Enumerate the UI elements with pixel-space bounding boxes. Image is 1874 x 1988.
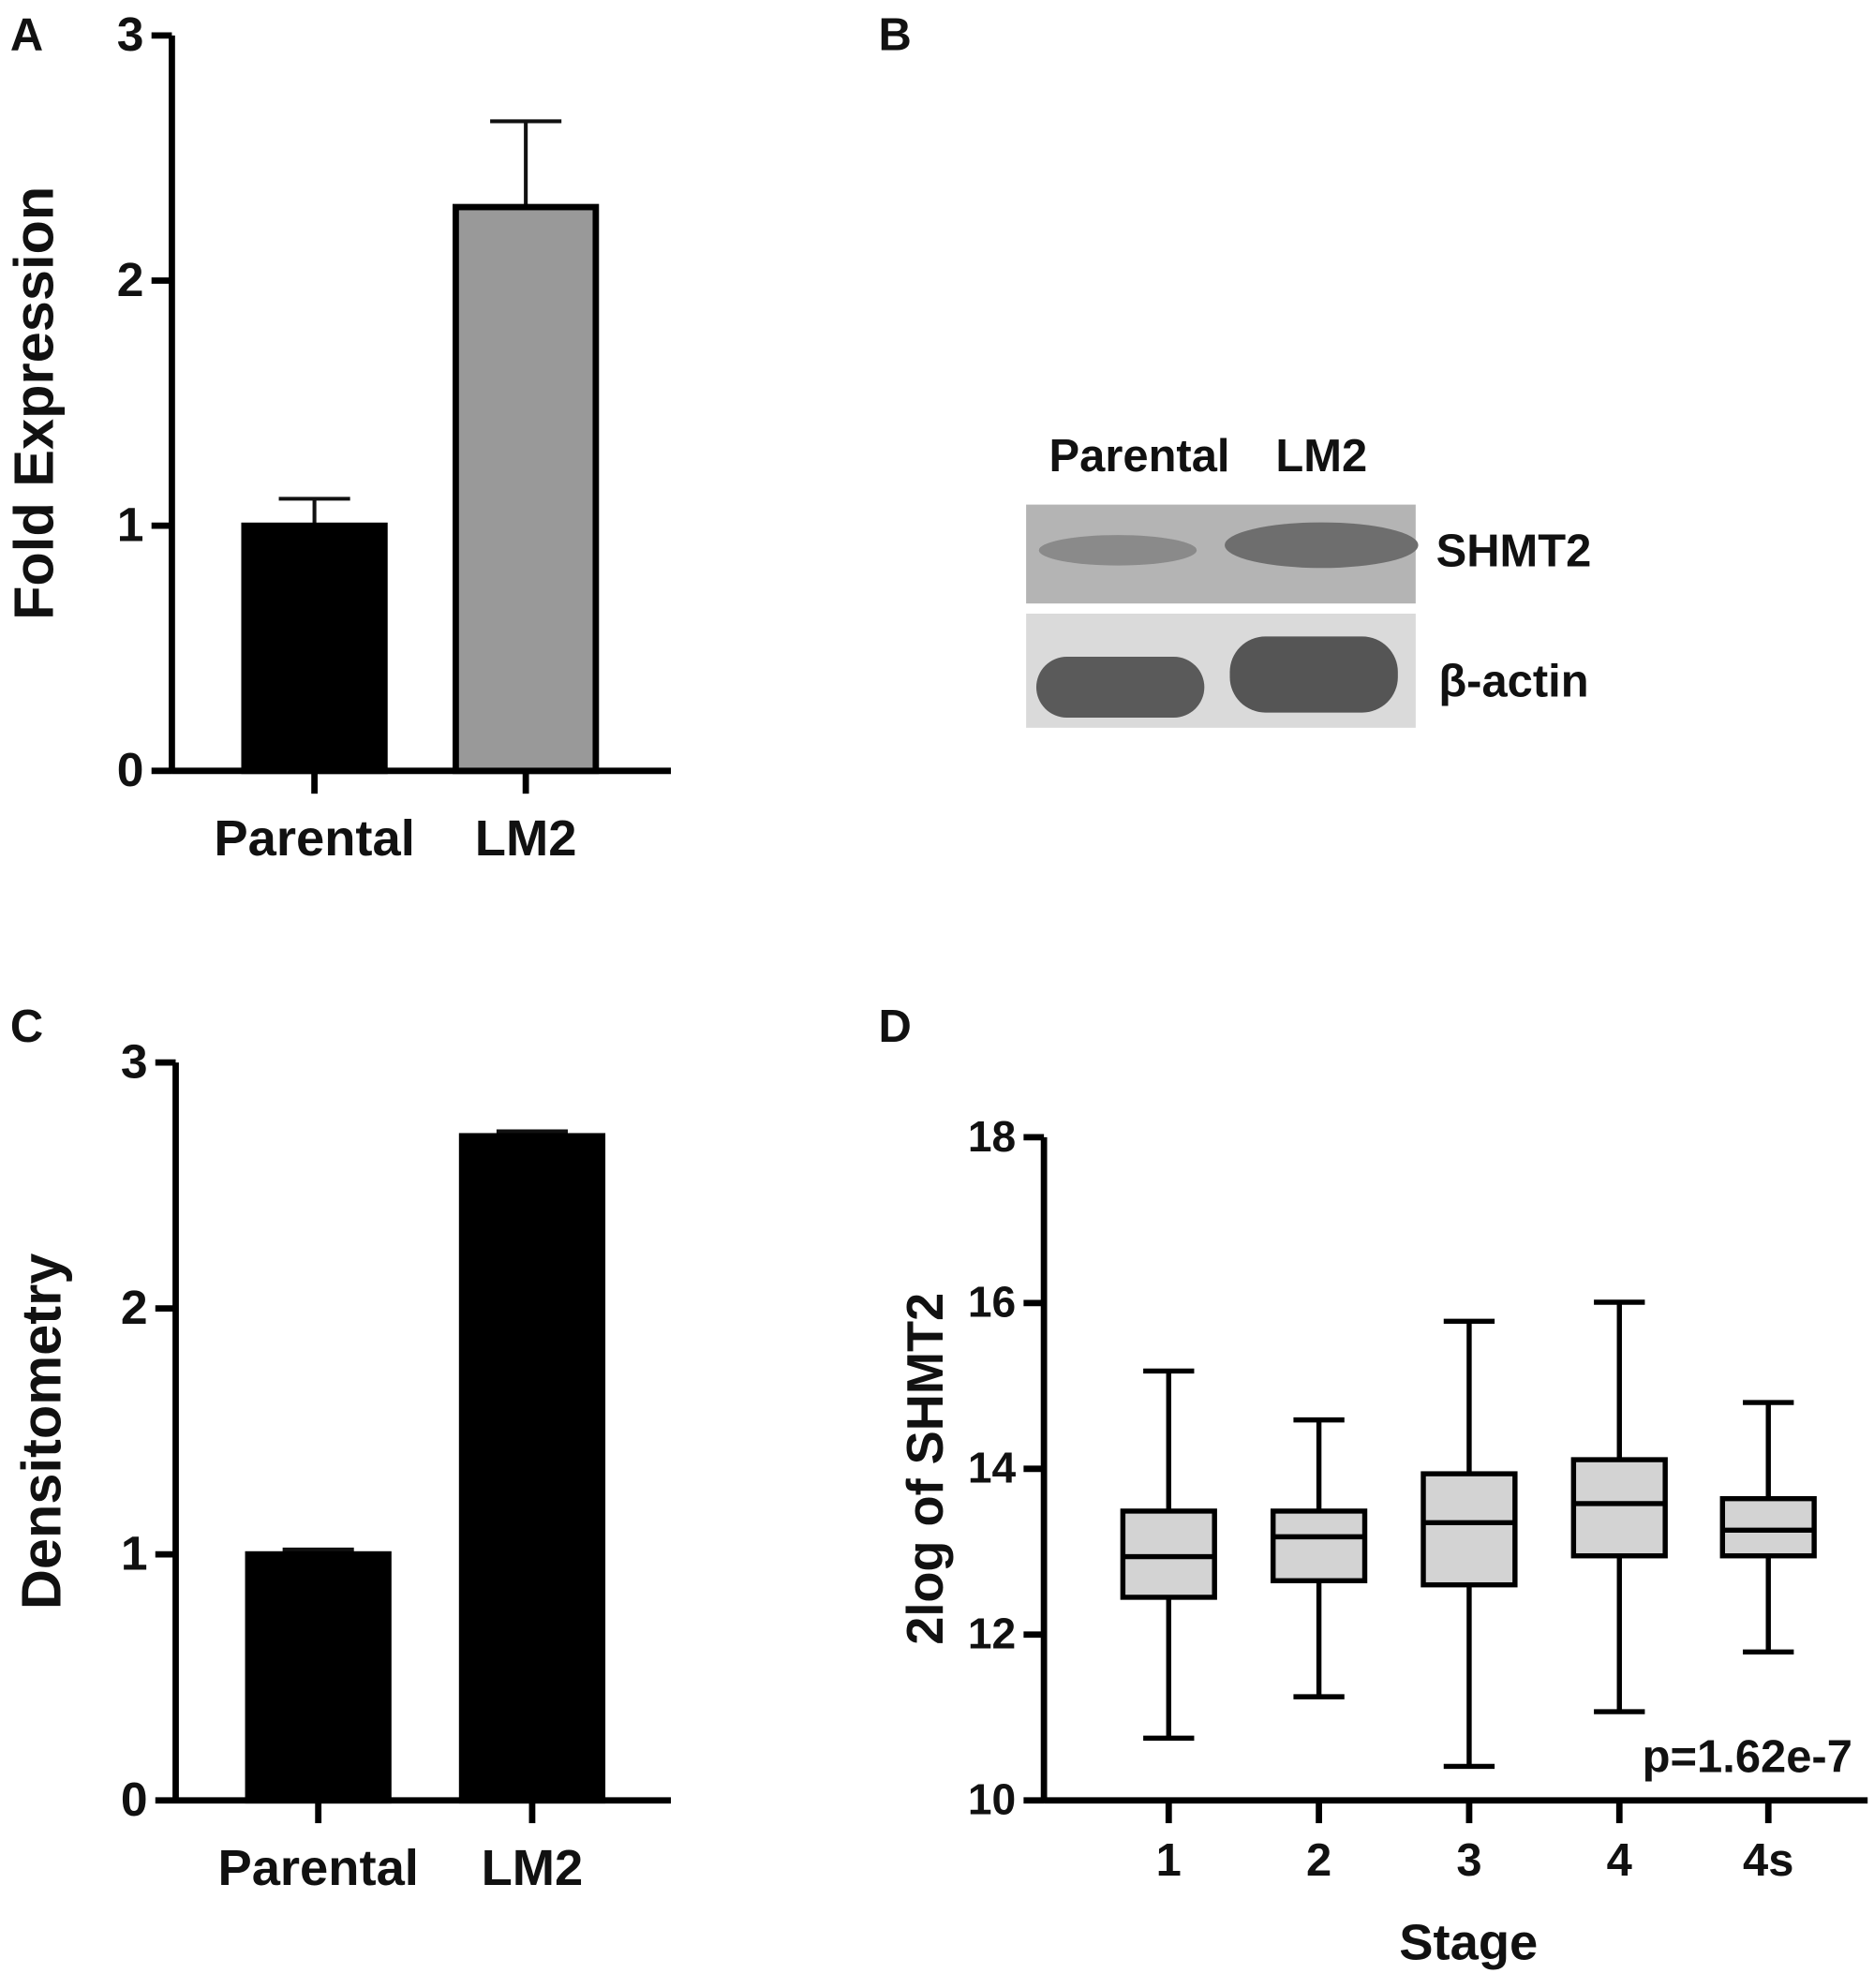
y-tick-label: 1 <box>117 497 144 552</box>
x-tick-label: 4 <box>1607 1835 1632 1886</box>
y-axis-label: Fold Expression <box>2 186 65 620</box>
western-blot: Parental LM2 SHMT2 β-actin <box>1026 431 1591 728</box>
x-tick-label: 4s <box>1743 1835 1793 1886</box>
y-tick-label: 18 <box>968 1112 1016 1161</box>
y-axis-label: 2log of SHMT2 <box>898 1293 954 1645</box>
y-tick-label: 2 <box>117 252 144 306</box>
panel-label: D <box>879 1001 912 1052</box>
x-tick-label: LM2 <box>482 1840 584 1896</box>
bar <box>245 1550 392 1804</box>
panel-label: B <box>879 10 912 61</box>
bar <box>453 203 600 775</box>
band <box>1225 522 1419 569</box>
y-tick-label: 10 <box>968 1775 1016 1824</box>
bar <box>458 1133 606 1804</box>
bar <box>241 522 388 775</box>
y-tick-label: 2 <box>121 1280 148 1334</box>
box <box>1570 1457 1668 1559</box>
box <box>1719 1495 1817 1559</box>
y-axis-label: Densitometry <box>10 1254 73 1610</box>
x-tick-label: Parental <box>217 1840 418 1896</box>
x-tick-label: Parental <box>214 810 414 867</box>
x-tick-label: 3 <box>1456 1835 1481 1886</box>
x-axis-label: Stage <box>1399 1915 1538 1971</box>
band <box>1229 636 1398 713</box>
y-tick-label: 1 <box>121 1526 148 1580</box>
box <box>1270 1508 1368 1583</box>
panel-label: C <box>10 1001 43 1052</box>
band <box>1038 535 1197 566</box>
x-tick-label: 1 <box>1156 1835 1182 1886</box>
y-tick-label: 14 <box>968 1444 1017 1492</box>
panel-label: A <box>10 10 43 61</box>
band-label: SHMT2 <box>1436 526 1592 576</box>
lane-label: LM2 <box>1275 431 1367 482</box>
x-tick-label: 2 <box>1306 1835 1331 1886</box>
box <box>1420 1471 1518 1588</box>
band <box>1035 657 1205 718</box>
y-tick-label: 0 <box>121 1772 148 1826</box>
band-label: β-actin <box>1438 657 1588 707</box>
y-tick-label: 3 <box>121 1033 148 1088</box>
y-tick-label: 0 <box>117 742 144 796</box>
lane-label: Parental <box>1049 431 1230 482</box>
y-tick-label: 16 <box>968 1278 1016 1327</box>
x-tick-label: LM2 <box>475 810 577 867</box>
annotation: p=1.62e-7 <box>1643 1731 1852 1782</box>
y-tick-label: 12 <box>968 1610 1016 1658</box>
y-tick-label: 3 <box>117 7 144 61</box>
